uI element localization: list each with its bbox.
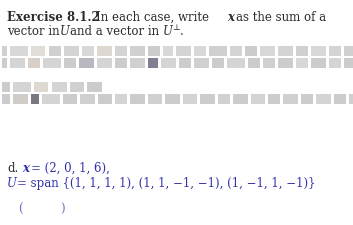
Bar [10, 59, 25, 69]
Bar [212, 59, 224, 69]
Bar [130, 94, 145, 105]
Text: In each case, write: In each case, write [96, 11, 209, 24]
Bar [13, 83, 31, 93]
Bar [183, 94, 197, 105]
Text: as the sum of a: as the sum of a [236, 11, 326, 24]
Bar [79, 59, 94, 69]
Bar [283, 94, 298, 105]
Bar [13, 94, 28, 105]
Bar [2, 94, 10, 105]
Bar [82, 47, 94, 57]
Text: = span {(1, 1, 1, 1), (1, 1, −1, −1), (1, −1, 1, −1)}: = span {(1, 1, 1, 1), (1, 1, −1, −1), (1… [17, 176, 316, 189]
Bar [2, 83, 10, 93]
Bar [115, 94, 127, 105]
Text: vector in: vector in [7, 25, 60, 38]
Text: (: ( [18, 202, 23, 215]
Bar [334, 94, 346, 105]
Bar [200, 94, 215, 105]
Bar [49, 47, 61, 57]
Text: x: x [22, 161, 29, 174]
Bar [130, 47, 145, 57]
Bar [301, 94, 313, 105]
Bar [130, 59, 145, 69]
Bar [148, 47, 160, 57]
Text: d.: d. [7, 161, 18, 174]
Bar [311, 47, 326, 57]
Text: U: U [7, 176, 17, 189]
Bar [63, 94, 77, 105]
Bar [179, 59, 191, 69]
Bar [296, 59, 308, 69]
Bar [70, 83, 84, 93]
Text: = (2, 0, 1, 6),: = (2, 0, 1, 6), [31, 161, 110, 174]
Bar [31, 94, 39, 105]
Bar [311, 59, 326, 69]
Bar [316, 94, 331, 105]
Text: x: x [227, 11, 234, 24]
Bar [245, 47, 257, 57]
Bar [10, 47, 28, 57]
Bar [28, 59, 40, 69]
Bar [260, 47, 275, 57]
Bar [163, 47, 173, 57]
Bar [87, 83, 102, 93]
Bar [43, 59, 61, 69]
Text: and a vector in: and a vector in [70, 25, 159, 38]
Bar [329, 47, 341, 57]
Text: ⊥: ⊥ [172, 24, 180, 32]
Bar [34, 83, 48, 93]
Bar [344, 59, 353, 69]
Bar [115, 59, 127, 69]
Bar [42, 94, 60, 105]
Bar [176, 47, 191, 57]
Bar [80, 94, 95, 105]
Bar [148, 59, 158, 69]
Bar [2, 47, 7, 57]
Text: U: U [163, 25, 173, 38]
Text: U: U [60, 25, 70, 38]
Bar [349, 94, 353, 105]
Bar [278, 59, 293, 69]
Bar [148, 94, 162, 105]
Bar [97, 47, 112, 57]
Text: ): ) [60, 202, 65, 215]
Bar [97, 59, 112, 69]
Bar [115, 47, 127, 57]
Text: .: . [180, 25, 184, 38]
Bar [344, 47, 353, 57]
Bar [227, 59, 245, 69]
Bar [98, 94, 112, 105]
Bar [218, 94, 230, 105]
Bar [64, 59, 76, 69]
Bar [194, 59, 209, 69]
Bar [233, 94, 248, 105]
Bar [31, 47, 45, 57]
Bar [161, 59, 176, 69]
Bar [251, 94, 265, 105]
Bar [329, 59, 341, 69]
Bar [194, 47, 206, 57]
Bar [165, 94, 180, 105]
Bar [296, 47, 308, 57]
Bar [2, 59, 7, 69]
Bar [248, 59, 260, 69]
Bar [64, 47, 79, 57]
Bar [263, 59, 275, 69]
Bar [278, 47, 293, 57]
Bar [268, 94, 280, 105]
Bar [52, 83, 67, 93]
Bar [230, 47, 242, 57]
Text: Exercise 8.1.2: Exercise 8.1.2 [7, 11, 100, 24]
Bar [209, 47, 227, 57]
